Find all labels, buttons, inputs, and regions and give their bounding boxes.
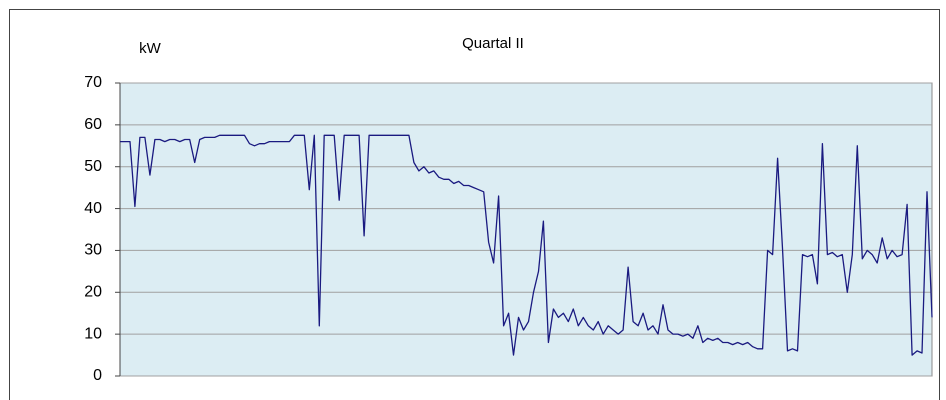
y-tick-label: 30	[84, 242, 102, 259]
y-tick-label: 10	[84, 325, 102, 342]
y-tick-label: 60	[84, 116, 102, 133]
y-axis-label: kW	[139, 40, 162, 57]
y-tick-label: 0	[93, 367, 102, 384]
data-line	[120, 134, 933, 356]
y-tick-label: 40	[84, 200, 102, 217]
y-tick-label: 50	[84, 158, 102, 175]
plot-area	[119, 82, 933, 377]
y-tick-label: 70	[84, 74, 102, 91]
chart-title: Quartal II	[462, 35, 524, 52]
y-tick-label: 20	[84, 284, 102, 301]
